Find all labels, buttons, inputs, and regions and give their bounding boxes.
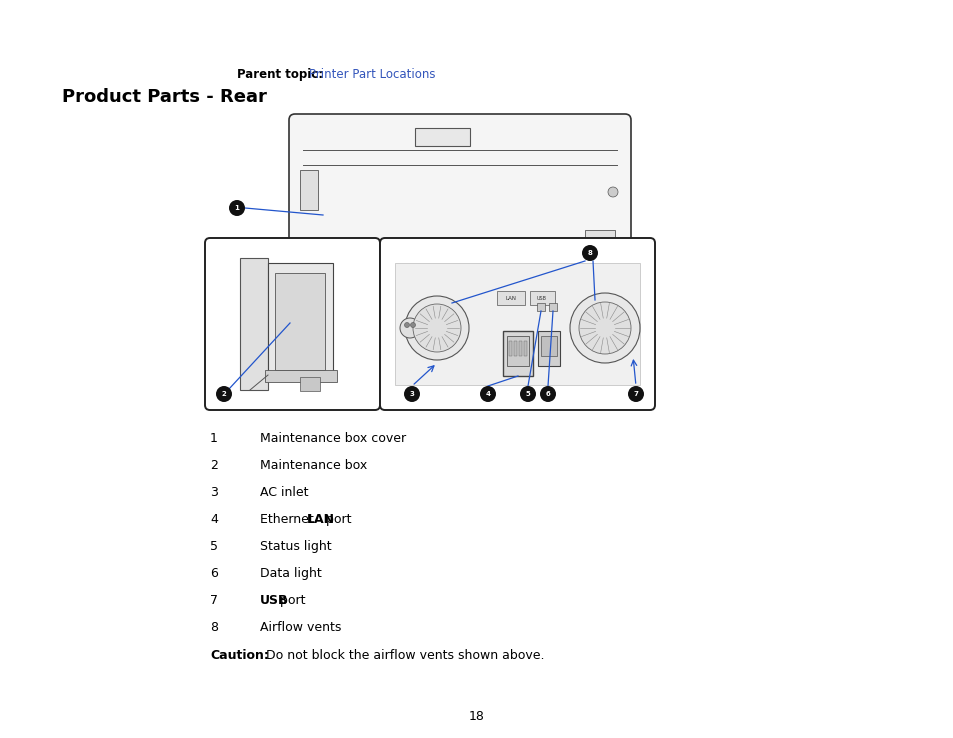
Bar [365,245,376,255]
Text: 1: 1 [210,432,217,445]
FancyBboxPatch shape [289,114,630,271]
Text: AC inlet: AC inlet [260,486,308,499]
Circle shape [229,200,245,216]
FancyBboxPatch shape [205,238,379,410]
Circle shape [404,323,409,328]
Bar [455,245,467,255]
Circle shape [215,386,232,402]
Text: Do not block the airflow vents shown above.: Do not block the airflow vents shown abo… [262,649,544,662]
Text: Data light: Data light [260,567,321,580]
Text: USB: USB [260,594,288,607]
Circle shape [578,302,630,354]
Text: 6: 6 [210,567,217,580]
Bar [415,128,470,146]
Bar [268,263,333,380]
Text: Maintenance box cover: Maintenance box cover [260,432,406,445]
Circle shape [569,293,639,363]
Circle shape [403,386,419,402]
Circle shape [581,245,598,261]
Bar [424,245,436,255]
Bar [299,170,317,210]
Bar [240,258,268,390]
Text: 7: 7 [210,594,218,607]
Bar [265,370,336,382]
Circle shape [410,323,416,328]
Bar [395,263,639,385]
Bar [509,341,512,356]
Text: 2: 2 [221,391,226,397]
Bar [523,341,526,356]
Text: port: port [275,594,305,607]
Bar [540,336,557,356]
Text: Airflow vents: Airflow vents [260,621,341,634]
Text: Parent topic:: Parent topic: [236,68,323,81]
Circle shape [399,318,419,338]
Text: port: port [322,513,352,526]
Bar [502,331,533,376]
Text: 3: 3 [409,391,414,397]
Text: 8: 8 [587,250,592,256]
Circle shape [627,386,643,402]
Bar [497,291,524,305]
Text: 6: 6 [545,391,550,397]
Bar [335,245,347,255]
Text: 2: 2 [210,459,217,472]
Circle shape [405,296,469,360]
FancyBboxPatch shape [379,238,655,410]
Text: Caution:: Caution: [210,649,269,662]
Bar [530,291,555,305]
Text: Product Parts - Rear: Product Parts - Rear [62,88,267,106]
Bar [537,303,544,311]
Text: 4: 4 [485,391,490,397]
Text: 5: 5 [525,391,530,397]
Text: Status light: Status light [260,540,332,553]
Text: Ethernet: Ethernet [260,513,317,526]
Circle shape [479,386,496,402]
Text: USB: USB [537,295,546,300]
Bar [274,273,325,370]
Circle shape [539,386,556,402]
Circle shape [413,304,460,352]
Text: LAN: LAN [307,513,335,526]
Text: 3: 3 [210,486,217,499]
Bar [395,245,407,255]
Circle shape [607,187,618,197]
Bar [506,336,529,366]
Text: Maintenance box: Maintenance box [260,459,367,472]
Text: 5: 5 [210,540,218,553]
Text: Printer Part Locations: Printer Part Locations [309,68,435,81]
Text: 4: 4 [210,513,217,526]
Bar [584,230,615,252]
Text: 1: 1 [234,205,239,211]
Circle shape [519,386,536,402]
Text: 8: 8 [210,621,218,634]
Bar [537,331,559,366]
Text: 7: 7 [633,391,638,397]
Text: 18: 18 [469,710,484,723]
Bar [514,341,517,356]
Text: LAN: LAN [505,295,516,300]
Bar [548,303,557,311]
Bar [518,341,521,356]
Bar [299,377,319,391]
